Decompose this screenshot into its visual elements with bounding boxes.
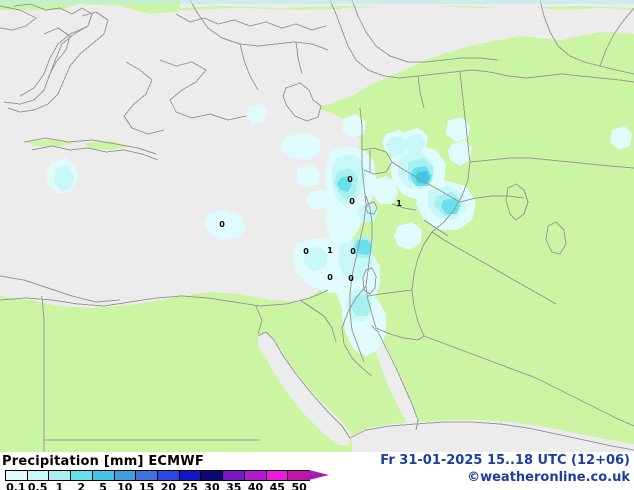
precip-value: 0 bbox=[347, 175, 353, 184]
color-swatch bbox=[49, 471, 72, 480]
scale-tick-label: 0.5 bbox=[27, 481, 48, 490]
precip-value: 0 bbox=[350, 247, 356, 256]
color-swatch bbox=[71, 471, 93, 480]
precipitation-layer bbox=[46, 104, 632, 356]
scale-tick-label: 25 bbox=[182, 481, 198, 490]
scale-tick-label: 1 bbox=[55, 481, 64, 490]
scale-tick-label: 45 bbox=[269, 481, 285, 490]
legend-title: Precipitation [mm] ECMWF bbox=[2, 454, 204, 469]
scale-tick-label: 10 bbox=[117, 481, 133, 490]
forecast-timestamp: Fr 31-01-2025 15..18 UTC (12+06) bbox=[380, 453, 630, 468]
map-graphic bbox=[0, 0, 634, 452]
precip-value: 0 bbox=[219, 220, 225, 229]
scale-tick-label: 35 bbox=[226, 481, 242, 490]
precip-value: 1 bbox=[327, 246, 333, 255]
color-swatch bbox=[288, 471, 310, 480]
color-swatch bbox=[244, 471, 267, 480]
scale-tick-label: 5 bbox=[99, 481, 107, 490]
precip-value: 0 bbox=[349, 197, 355, 206]
copyright-credit: ©weatheronline.co.uk bbox=[467, 470, 630, 485]
map-footer: Precipitation [mm] ECMWF 0.1 0.5 1 2 5 10 15 20… bbox=[0, 452, 634, 490]
color-swatch bbox=[266, 471, 289, 480]
precip-value: 1 bbox=[396, 199, 402, 208]
scale-tick-label: 30 bbox=[204, 481, 220, 490]
color-swatch bbox=[27, 471, 50, 480]
map-outlines bbox=[0, 0, 634, 452]
greece-landmass bbox=[0, 0, 634, 4]
scale-tick-label: 50 bbox=[291, 481, 307, 490]
color-swatch bbox=[92, 471, 115, 480]
scale-tick-label: 2 bbox=[77, 481, 86, 490]
scale-tick-label: 40 bbox=[247, 481, 264, 490]
color-swatch bbox=[114, 471, 137, 480]
scale-tick-label: 20 bbox=[160, 481, 177, 490]
color-swatch bbox=[158, 471, 180, 480]
islands bbox=[22, 84, 320, 224]
color-swatch bbox=[136, 471, 159, 480]
color-scale-overflow-arrow bbox=[309, 470, 329, 480]
color-scale-bar bbox=[5, 470, 310, 481]
color-scale-ticks: 0.1 0.5 1 2 5 10 15 20 25 30 35 40 45 50 bbox=[5, 481, 330, 490]
color-swatch bbox=[179, 471, 202, 480]
precip-value: 0 bbox=[303, 247, 309, 256]
color-scale bbox=[5, 470, 330, 481]
precip-value: 0 bbox=[348, 274, 354, 283]
color-swatch bbox=[6, 471, 28, 480]
map-canvas[interactable]: 0 0 1 0 0 1 0 0 0 bbox=[0, 0, 634, 452]
scale-tick-label: 0.1 bbox=[6, 481, 26, 490]
scale-tick-label: 15 bbox=[138, 481, 155, 490]
precip-value: 0 bbox=[327, 273, 333, 282]
color-swatch bbox=[223, 471, 245, 480]
sea-bodies bbox=[0, 0, 634, 452]
color-swatch bbox=[201, 471, 224, 480]
